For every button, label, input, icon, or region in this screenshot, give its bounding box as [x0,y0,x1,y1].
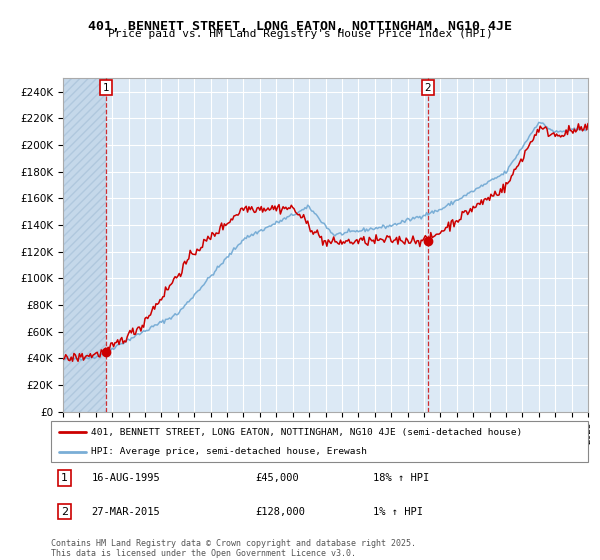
Text: 1% ↑ HPI: 1% ↑ HPI [373,507,423,516]
Text: 1: 1 [103,83,109,93]
Text: Price paid vs. HM Land Registry's House Price Index (HPI): Price paid vs. HM Land Registry's House … [107,29,493,39]
FancyBboxPatch shape [51,421,588,462]
Bar [63,78,106,412]
Text: 401, BENNETT STREET, LONG EATON, NOTTINGHAM, NG10 4JE: 401, BENNETT STREET, LONG EATON, NOTTING… [88,20,512,32]
Text: 27-MAR-2015: 27-MAR-2015 [91,507,160,516]
Text: 2: 2 [61,507,68,516]
Text: Contains HM Land Registry data © Crown copyright and database right 2025.
This d: Contains HM Land Registry data © Crown c… [51,539,416,558]
Text: 2: 2 [424,83,431,93]
Text: HPI: Average price, semi-detached house, Erewash: HPI: Average price, semi-detached house,… [91,447,367,456]
Text: 1: 1 [61,473,68,483]
Text: 16-AUG-1995: 16-AUG-1995 [91,473,160,483]
Text: £45,000: £45,000 [255,473,299,483]
Text: £128,000: £128,000 [255,507,305,516]
Text: 18% ↑ HPI: 18% ↑ HPI [373,473,430,483]
Text: 401, BENNETT STREET, LONG EATON, NOTTINGHAM, NG10 4JE (semi-detached house): 401, BENNETT STREET, LONG EATON, NOTTING… [91,428,523,437]
